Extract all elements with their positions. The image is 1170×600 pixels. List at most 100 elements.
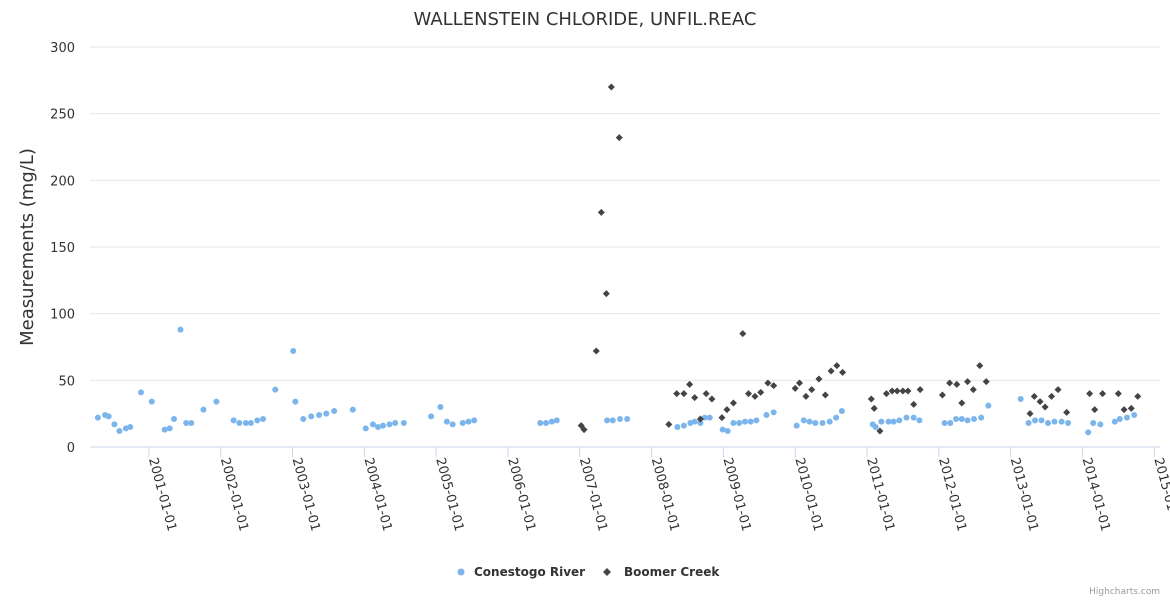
data-point[interactable] xyxy=(802,392,810,400)
data-point[interactable] xyxy=(379,422,386,429)
credits-link[interactable]: Highcharts.com xyxy=(1089,587,1160,597)
data-point[interactable] xyxy=(369,421,376,428)
data-point[interactable] xyxy=(747,418,754,425)
data-point[interactable] xyxy=(213,398,220,405)
data-point[interactable] xyxy=(691,394,699,402)
data-point[interactable] xyxy=(702,390,710,398)
data-point[interactable] xyxy=(1026,410,1034,418)
data-point[interactable] xyxy=(916,386,924,394)
data-point[interactable] xyxy=(1131,412,1138,418)
data-point[interactable] xyxy=(730,420,737,426)
data-point[interactable] xyxy=(736,420,743,426)
data-point[interactable] xyxy=(331,408,338,414)
data-point[interactable] xyxy=(260,416,267,422)
data-point[interactable] xyxy=(806,418,813,425)
data-point[interactable] xyxy=(985,402,992,409)
data-point[interactable] xyxy=(604,417,611,424)
data-point[interactable] xyxy=(1038,417,1045,424)
data-point[interactable] xyxy=(969,386,977,394)
data-point[interactable] xyxy=(953,416,960,422)
data-point[interactable] xyxy=(964,378,972,386)
data-point[interactable] xyxy=(812,420,819,426)
data-point[interactable] xyxy=(1058,418,1065,425)
data-point[interactable] xyxy=(1065,420,1072,426)
data-point[interactable] xyxy=(247,420,254,426)
data-point[interactable] xyxy=(127,424,134,430)
data-point[interactable] xyxy=(443,418,450,425)
data-point[interactable] xyxy=(116,428,123,434)
data-point[interactable] xyxy=(1025,420,1032,426)
data-point[interactable] xyxy=(323,410,330,417)
data-point[interactable] xyxy=(1134,392,1142,400)
data-point[interactable] xyxy=(374,424,381,430)
data-point[interactable] xyxy=(882,390,890,398)
data-point[interactable] xyxy=(719,426,726,433)
data-point[interactable] xyxy=(316,412,323,418)
data-point[interactable] xyxy=(903,414,910,421)
data-point[interactable] xyxy=(821,391,829,399)
data-point[interactable] xyxy=(272,386,279,393)
data-point[interactable] xyxy=(706,414,713,421)
data-point[interactable] xyxy=(1054,386,1062,394)
data-point[interactable] xyxy=(745,390,753,398)
data-point[interactable] xyxy=(680,390,688,398)
data-point[interactable] xyxy=(616,416,623,422)
data-point[interactable] xyxy=(899,387,907,395)
data-point[interactable] xyxy=(592,347,600,355)
data-point[interactable] xyxy=(673,390,681,398)
data-point[interactable] xyxy=(553,417,560,424)
data-point[interactable] xyxy=(1090,420,1097,426)
data-point[interactable] xyxy=(976,362,984,370)
data-point[interactable] xyxy=(838,408,845,414)
data-point[interactable] xyxy=(230,417,237,424)
data-point[interactable] xyxy=(300,416,307,422)
data-point[interactable] xyxy=(236,420,243,426)
data-point[interactable] xyxy=(946,379,954,387)
data-point[interactable] xyxy=(597,208,605,216)
data-point[interactable] xyxy=(910,414,917,421)
data-point[interactable] xyxy=(729,399,737,407)
data-point[interactable] xyxy=(839,368,847,376)
data-point[interactable] xyxy=(548,418,555,425)
data-point[interactable] xyxy=(428,413,435,420)
data-point[interactable] xyxy=(941,420,948,426)
data-point[interactable] xyxy=(254,417,261,424)
data-point[interactable] xyxy=(800,417,807,424)
data-point[interactable] xyxy=(1032,417,1039,424)
data-point[interactable] xyxy=(680,422,687,429)
data-point[interactable] xyxy=(953,380,961,388)
data-point[interactable] xyxy=(893,387,901,395)
data-point[interactable] xyxy=(1051,418,1058,425)
data-point[interactable] xyxy=(615,134,623,142)
data-point[interactable] xyxy=(609,417,616,424)
data-point[interactable] xyxy=(764,379,772,387)
data-point[interactable] xyxy=(386,421,393,428)
data-point[interactable] xyxy=(826,418,833,425)
data-point[interactable] xyxy=(607,83,615,91)
data-point[interactable] xyxy=(723,406,731,414)
data-point[interactable] xyxy=(362,425,369,432)
data-point[interactable] xyxy=(543,420,550,426)
data-point[interactable] xyxy=(739,330,747,338)
data-point[interactable] xyxy=(1085,429,1092,436)
data-point[interactable] xyxy=(459,420,466,426)
data-point[interactable] xyxy=(696,415,704,423)
data-point[interactable] xyxy=(751,392,759,400)
data-point[interactable] xyxy=(938,391,946,399)
data-point[interactable] xyxy=(896,417,903,424)
data-point[interactable] xyxy=(724,428,731,434)
data-point[interactable] xyxy=(161,426,168,433)
data-point[interactable] xyxy=(770,382,778,390)
data-point[interactable] xyxy=(1030,392,1038,400)
data-point[interactable] xyxy=(1048,392,1056,400)
data-point[interactable] xyxy=(819,420,826,426)
data-point[interactable] xyxy=(916,417,923,424)
data-point[interactable] xyxy=(910,400,918,408)
data-point[interactable] xyxy=(885,418,892,425)
data-point[interactable] xyxy=(878,418,885,425)
data-point[interactable] xyxy=(200,406,207,413)
data-point[interactable] xyxy=(827,367,835,375)
data-point[interactable] xyxy=(349,406,356,413)
data-point[interactable] xyxy=(1036,398,1044,406)
data-point[interactable] xyxy=(580,426,588,434)
